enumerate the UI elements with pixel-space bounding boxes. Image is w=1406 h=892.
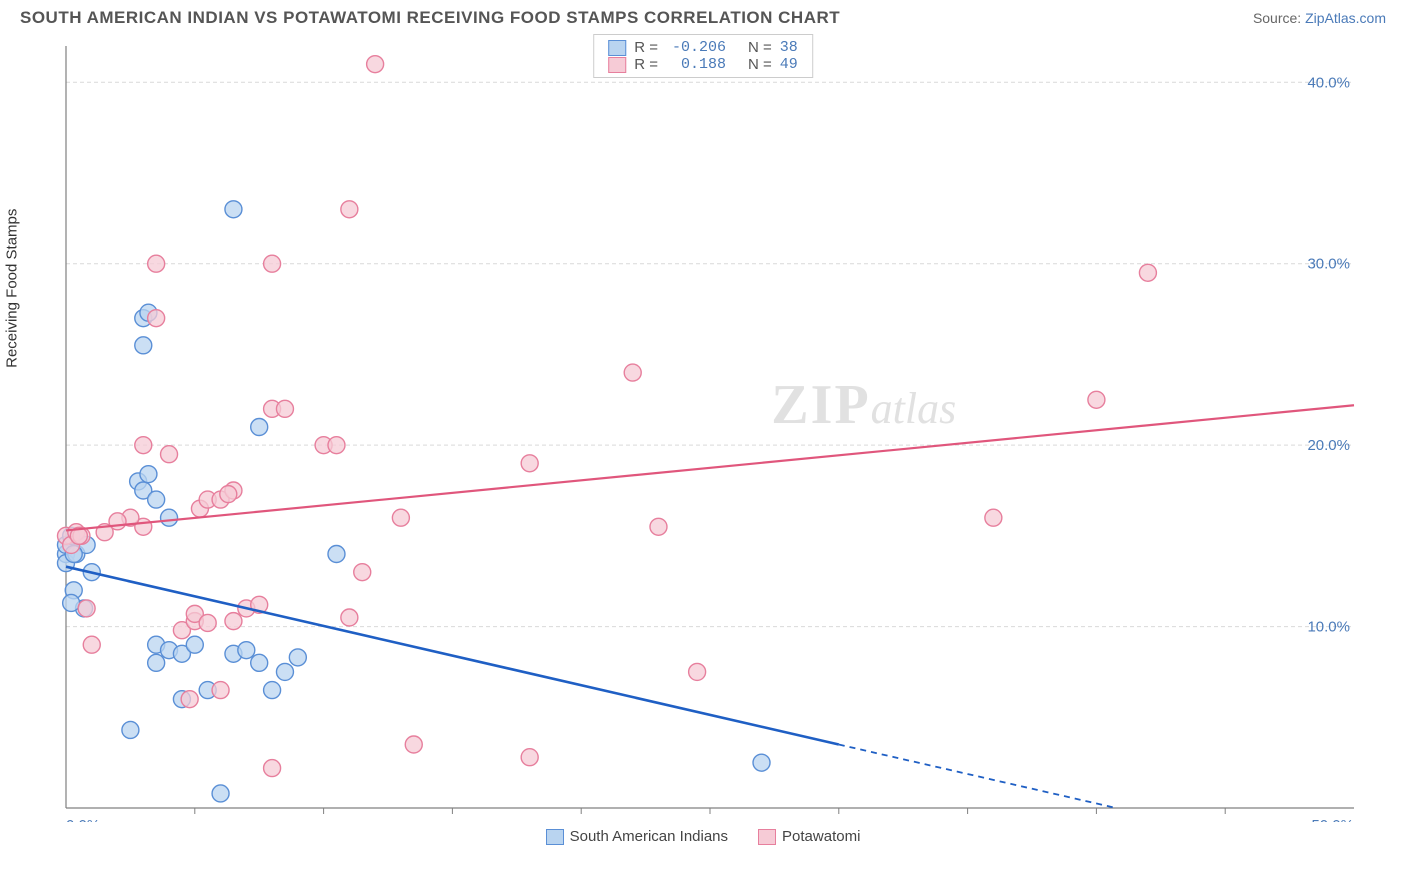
legend-series-item: South American Indians (546, 828, 728, 845)
scatter-point-blue (186, 636, 203, 653)
scatter-point-pink (225, 613, 242, 630)
scatter-point-blue (212, 785, 229, 802)
scatter-point-pink (264, 255, 281, 272)
legend-n-value: 49 (780, 56, 798, 73)
legend-stats-row: R = 0.188 N = 49 (608, 56, 798, 73)
scatter-point-blue (276, 663, 293, 680)
scatter-point-blue (122, 721, 139, 738)
y-tick-label: 20.0% (1307, 437, 1350, 454)
legend-swatch-blue (546, 829, 564, 845)
scatter-point-blue (140, 466, 157, 483)
scatter-point-blue (328, 546, 345, 563)
y-tick-label: 10.0% (1307, 619, 1350, 636)
scatter-point-pink (1139, 264, 1156, 281)
scatter-point-pink (689, 663, 706, 680)
scatter-point-pink (624, 364, 641, 381)
legend-n-value: 38 (780, 39, 798, 56)
x-tick-label: 0.0% (66, 817, 100, 822)
scatter-point-pink (650, 518, 667, 535)
x-tick-label: 50.0% (1311, 817, 1354, 822)
legend-r-value: 0.188 (666, 56, 726, 73)
scatter-point-pink (135, 437, 152, 454)
legend-series-label: South American Indians (570, 828, 728, 845)
scatter-point-blue (251, 419, 268, 436)
legend-series-item: Potawatomi (758, 828, 860, 845)
scatter-point-pink (367, 56, 384, 73)
scatter-point-blue (161, 509, 178, 526)
scatter-point-pink (148, 255, 165, 272)
y-tick-label: 30.0% (1307, 256, 1350, 273)
scatter-point-blue (238, 642, 255, 659)
chart-container: Receiving Food Stamps 10.0%20.0%30.0%40.… (20, 32, 1386, 845)
scatter-point-pink (354, 564, 371, 581)
scatter-point-blue (148, 491, 165, 508)
scatter-point-pink (83, 636, 100, 653)
scatter-point-pink (220, 486, 237, 503)
scatter-point-pink (521, 455, 538, 472)
scatter-point-pink (1088, 391, 1105, 408)
source: Source: ZipAtlas.com (1253, 10, 1386, 26)
legend-swatch-pink (758, 829, 776, 845)
legend-n-label: N = (748, 39, 772, 56)
legend-swatch-pink (608, 57, 626, 73)
page-title: SOUTH AMERICAN INDIAN VS POTAWATOMI RECE… (20, 8, 840, 28)
scatter-point-pink (212, 682, 229, 699)
scatter-point-pink (985, 509, 1002, 526)
scatter-point-pink (78, 600, 95, 617)
scatter-point-blue (135, 337, 152, 354)
legend-r-label: R = (634, 56, 658, 73)
scatter-point-blue (251, 654, 268, 671)
legend-series: South American Indians Potawatomi (20, 828, 1386, 845)
header: SOUTH AMERICAN INDIAN VS POTAWATOMI RECE… (0, 0, 1406, 32)
scatter-point-pink (181, 691, 198, 708)
legend-stats: R = -0.206 N = 38 R = 0.188 N = 49 (593, 34, 813, 78)
scatter-point-pink (161, 446, 178, 463)
scatter-point-pink (341, 609, 358, 626)
scatter-point-pink (392, 509, 409, 526)
y-axis-label: Receiving Food Stamps (4, 208, 21, 367)
source-prefix: Source: (1253, 10, 1305, 26)
scatter-point-blue (225, 201, 242, 218)
scatter-point-pink (276, 400, 293, 417)
scatter-point-blue (289, 649, 306, 666)
scatter-point-pink (199, 614, 216, 631)
scatter-point-blue (753, 754, 770, 771)
legend-n-label: N = (748, 56, 772, 73)
scatter-point-pink (148, 310, 165, 327)
legend-r-value: -0.206 (666, 39, 726, 56)
scatter-point-pink (328, 437, 345, 454)
legend-series-label: Potawatomi (782, 828, 860, 845)
scatter-point-pink (521, 749, 538, 766)
scatter-point-pink (405, 736, 422, 753)
legend-stats-row: R = -0.206 N = 38 (608, 39, 798, 56)
legend-swatch-blue (608, 40, 626, 56)
scatter-point-blue (63, 594, 80, 611)
scatter-point-pink (341, 201, 358, 218)
scatter-chart: 10.0% 20.0% 30.0% 40.0% 0.0% 50.0% (20, 32, 1360, 822)
scatter-point-pink (264, 760, 281, 777)
y-tick-label: 40.0% (1307, 74, 1350, 91)
scatter-point-blue (264, 682, 281, 699)
source-link[interactable]: ZipAtlas.com (1305, 10, 1386, 26)
legend-r-label: R = (634, 39, 658, 56)
scatter-point-blue (148, 654, 165, 671)
